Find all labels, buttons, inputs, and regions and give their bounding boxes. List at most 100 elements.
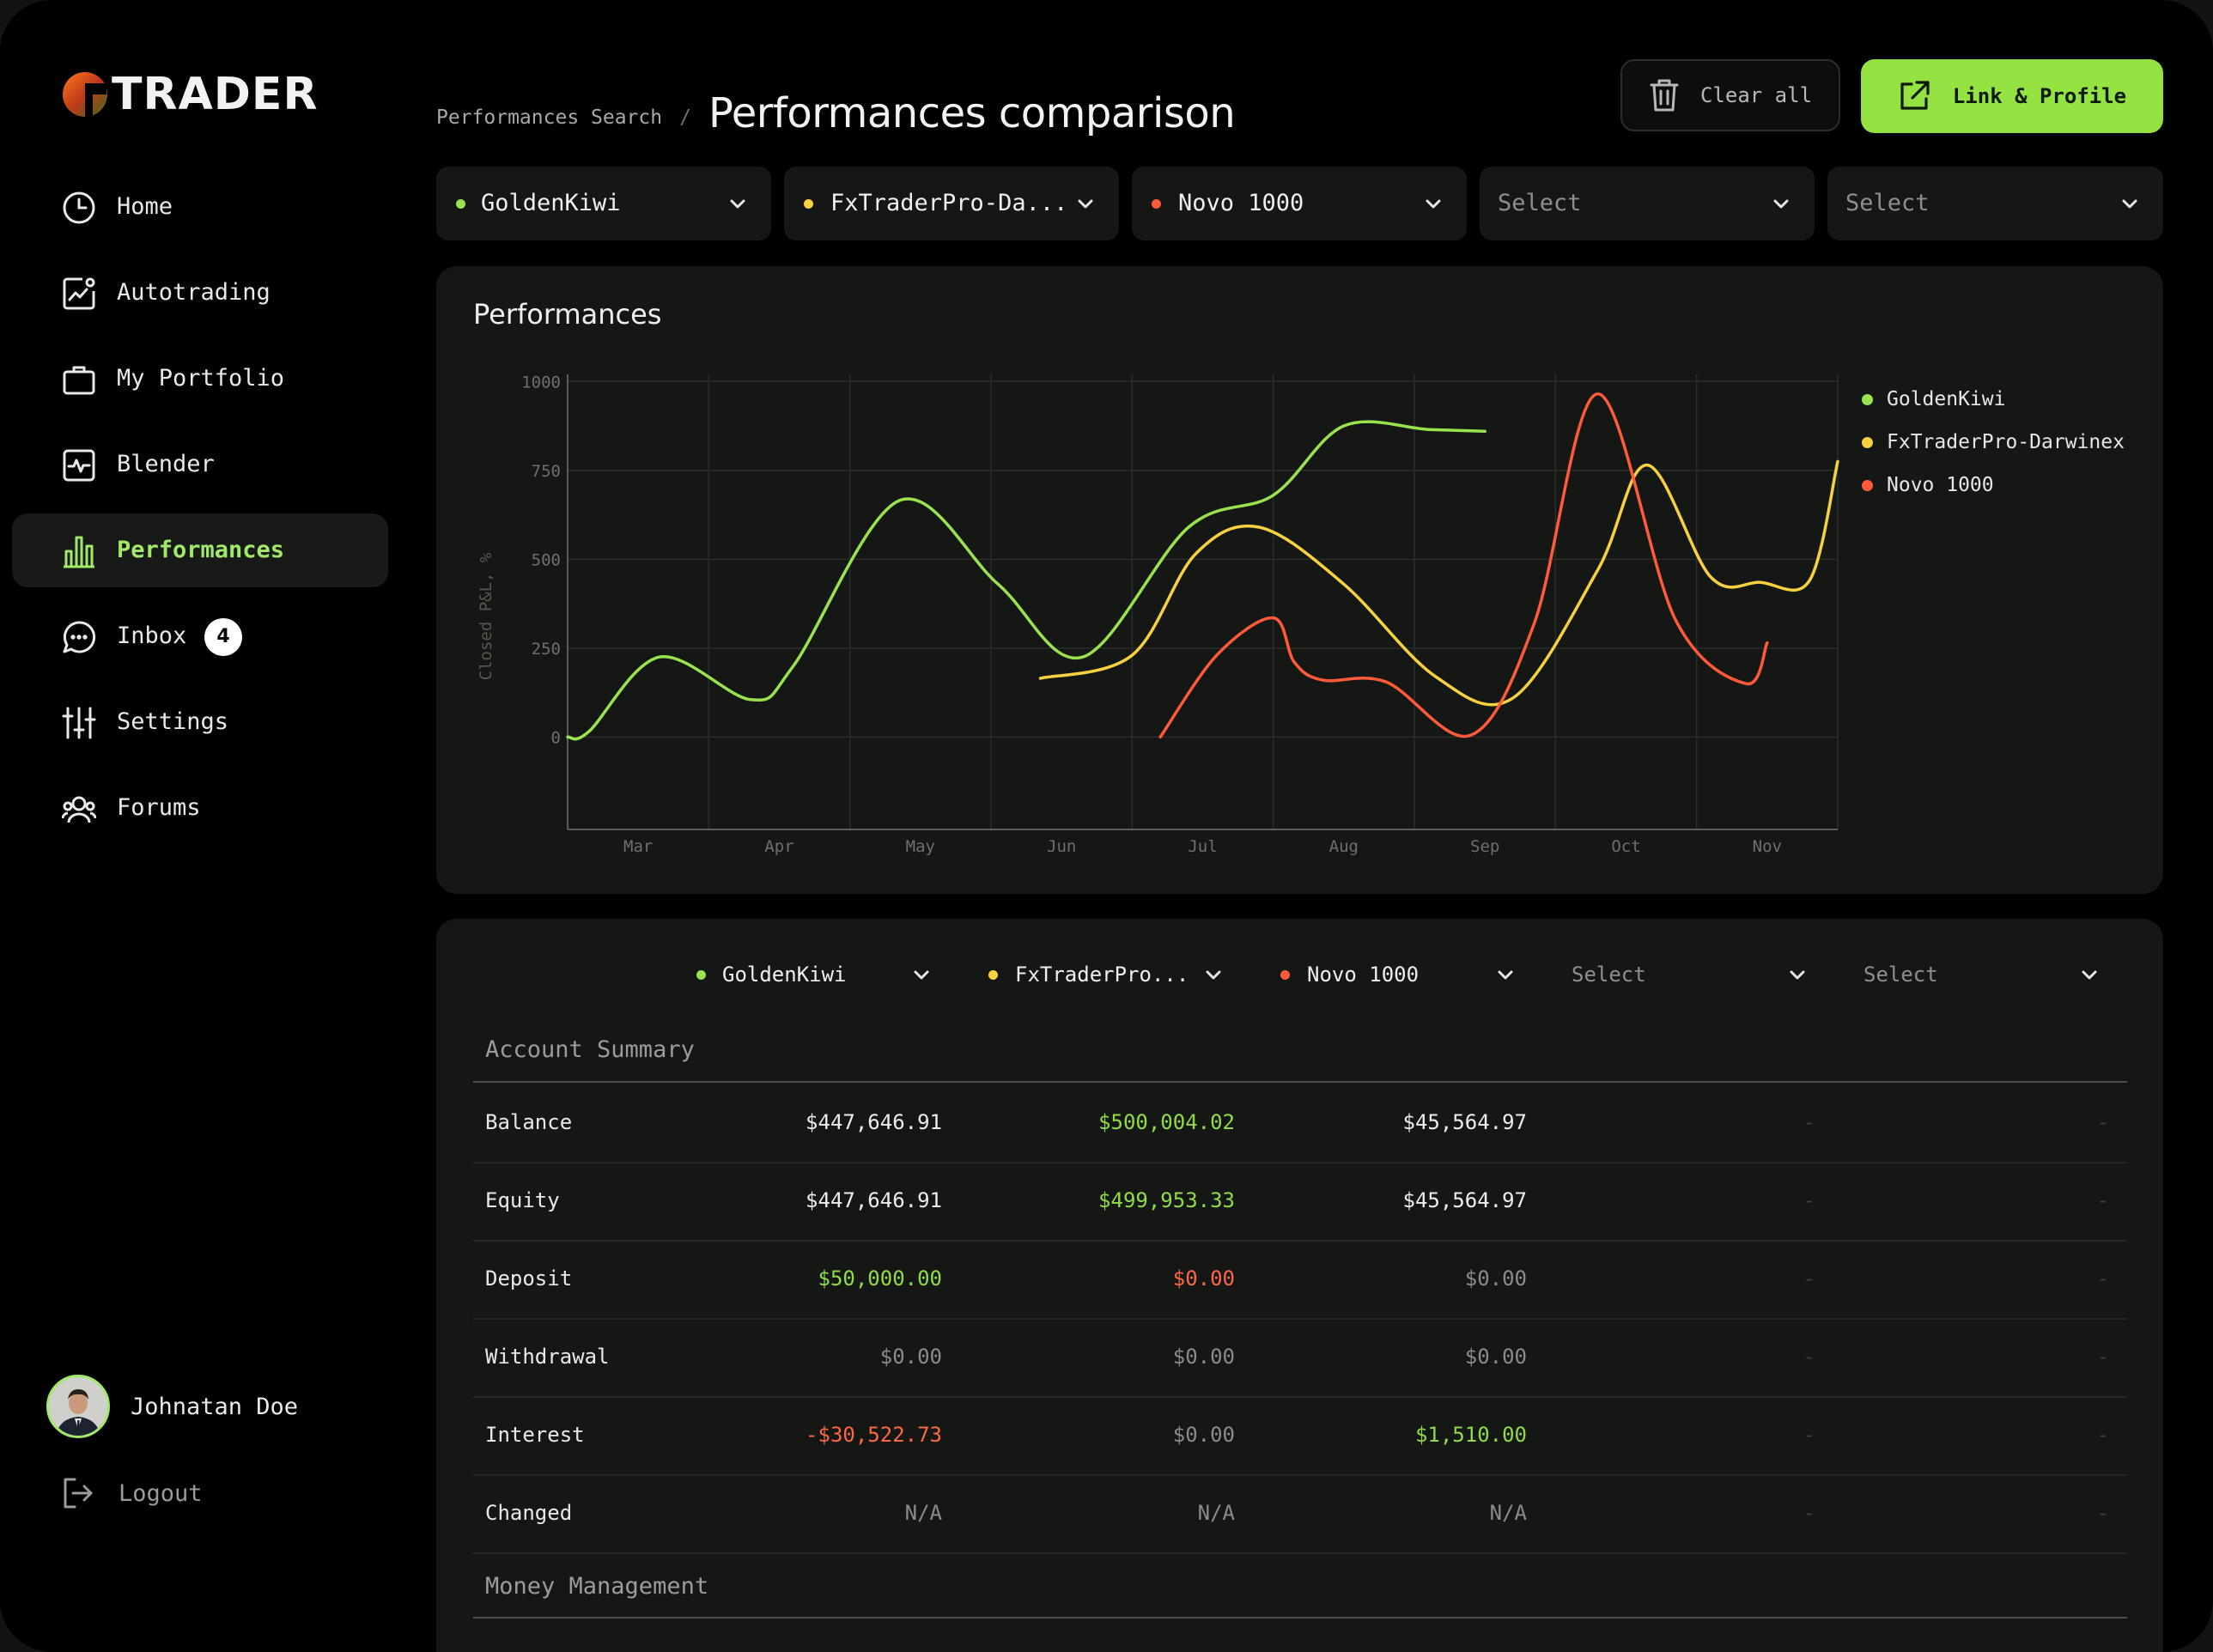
- row-label: Interest: [485, 1423, 585, 1447]
- chart-series: [566, 392, 1839, 741]
- logout-icon: [64, 1478, 93, 1509]
- row-label: Deposit: [485, 1266, 573, 1291]
- row-value: -: [2096, 1110, 2109, 1134]
- x-tick-label: Sep: [1470, 837, 1499, 856]
- x-tick-label: Mar: [623, 837, 653, 856]
- user-name: Johnatan Doe: [131, 1393, 299, 1420]
- row-value: $447,646.91: [806, 1110, 942, 1134]
- clock-icon: [63, 191, 95, 224]
- row-label: Changed: [485, 1501, 573, 1525]
- row-value: N/A: [1489, 1501, 1527, 1525]
- table-account-select-5[interactable]: Select: [1845, 943, 2125, 1006]
- sidebar-item-inbox[interactable]: Inbox 4: [12, 599, 388, 673]
- row-value: -: [1803, 1266, 1815, 1291]
- chevron-down-icon: [1206, 970, 1221, 980]
- chevron-down-icon: [1773, 199, 1789, 209]
- legend-color-dot: [1862, 393, 1873, 405]
- account-summary-panel: [436, 919, 2163, 1652]
- sidebar-item-home[interactable]: Home: [12, 170, 388, 244]
- series-color-dot: [988, 970, 998, 980]
- user-profile[interactable]: Johnatan Doe: [46, 1372, 298, 1441]
- section-divider: [473, 1617, 2127, 1619]
- chevron-down-icon: [1498, 970, 1513, 980]
- row-value: $1,510.00: [1414, 1423, 1527, 1447]
- sidebar-item-label: Blender: [117, 451, 215, 477]
- chart-frame-icon: [63, 277, 95, 310]
- row-value: -: [1803, 1188, 1815, 1212]
- chevron-down-icon: [730, 199, 745, 209]
- sidebar-item-settings[interactable]: Settings: [12, 685, 388, 759]
- chart-title: Performances: [473, 298, 662, 331]
- row-value: $50,000.00: [818, 1266, 943, 1291]
- account-select-4[interactable]: Select: [1480, 167, 1815, 240]
- chart-axes: 0 250 500 750 1000 Mar Apr May Jun Jul Aug Sep Oct No…: [477, 373, 1838, 856]
- y-tick-label: 0: [551, 728, 561, 747]
- row-value: $0.00: [1172, 1266, 1235, 1291]
- sidebar-item-label: Settings: [117, 708, 229, 735]
- row-value: $0.00: [1172, 1423, 1235, 1447]
- account-select-placeholder: Select: [1498, 190, 1582, 216]
- sidebar-item-blender[interactable]: Blender: [12, 428, 388, 501]
- series-line-2[interactable]: [1038, 459, 1839, 707]
- row-value: $0.00: [1464, 1345, 1527, 1369]
- link-profile-button[interactable]: Link & Profile: [1861, 59, 2163, 133]
- clear-all-label: Clear all: [1699, 83, 1813, 107]
- account-select-1[interactable]: GoldenKiwi: [436, 167, 771, 240]
- series-line-1[interactable]: [566, 420, 1486, 741]
- table-account-select-4[interactable]: Select: [1553, 943, 1833, 1006]
- users-icon: [62, 796, 96, 823]
- chevron-down-icon: [1426, 199, 1441, 209]
- external-link-icon: [1900, 81, 1930, 110]
- chevron-down-icon: [2122, 199, 2137, 209]
- legend-color-dot: [1862, 479, 1873, 491]
- series-color-dot: [696, 970, 706, 980]
- breadcrumb-separator: /: [679, 106, 691, 129]
- series-line-3[interactable]: [1158, 392, 1769, 739]
- row-value: $499,953.33: [1098, 1188, 1235, 1212]
- series-color-dot: [1152, 199, 1161, 209]
- y-tick-label: 1000: [521, 373, 561, 392]
- y-tick-label: 250: [532, 640, 561, 659]
- sidebar-item-my-portfolio[interactable]: My Portfolio: [12, 342, 388, 416]
- chevron-down-icon: [1790, 970, 1805, 980]
- table-account-select-2[interactable]: FxTraderPro...: [970, 943, 1249, 1006]
- bar-chart-icon: [64, 536, 94, 568]
- account-select-2[interactable]: FxTraderPro-Da...: [784, 167, 1119, 240]
- logout-label: Logout: [119, 1479, 203, 1507]
- chevron-down-icon: [914, 970, 929, 980]
- series-color-dot: [804, 199, 813, 209]
- briefcase-icon: [63, 366, 95, 395]
- sidebar-item-performances[interactable]: Performances: [12, 513, 388, 587]
- sidebar-item-autotrading[interactable]: Autotrading: [12, 256, 388, 330]
- account-select-5[interactable]: Select: [1827, 167, 2163, 240]
- legend-item-fxtraderpro[interactable]: FxTraderPro-Darwinex: [1862, 421, 2125, 464]
- sidebar-item-label: My Portfolio: [117, 365, 285, 392]
- table-account-select-1[interactable]: GoldenKiwi: [678, 943, 957, 1006]
- row-value: -: [2096, 1501, 2109, 1525]
- sliders-icon: [62, 707, 96, 739]
- table-row: Changed N/A N/A N/A - -: [473, 1474, 2127, 1554]
- chevron-down-icon: [2082, 970, 2097, 980]
- row-value: $45,564.97: [1402, 1110, 1528, 1134]
- clear-all-button[interactable]: Clear all: [1620, 59, 1840, 131]
- sidebar-item-label: Performances: [117, 537, 285, 563]
- logout-button[interactable]: Logout: [60, 1472, 203, 1515]
- sidebar-item-forums[interactable]: Forums: [12, 771, 388, 845]
- sidebar-item-label: Home: [117, 193, 173, 220]
- account-select-value: FxTraderPro...: [1015, 963, 1189, 987]
- legend-item-novo[interactable]: Novo 1000: [1862, 464, 2125, 507]
- table-row: Deposit $50,000.00 $0.00 $0.00 - -: [473, 1240, 2127, 1320]
- x-tick-label: Aug: [1329, 837, 1359, 856]
- logo[interactable]: TRADER: [60, 69, 318, 120]
- row-value: $500,004.02: [1098, 1110, 1235, 1134]
- account-select-placeholder: Select: [1572, 963, 1646, 987]
- row-value: -: [2096, 1345, 2109, 1369]
- breadcrumb-parent-link[interactable]: Performances Search: [436, 106, 663, 129]
- account-select-3[interactable]: Novo 1000: [1132, 167, 1467, 240]
- table-account-select-3[interactable]: Novo 1000: [1262, 943, 1541, 1006]
- legend-item-goldenkiwi[interactable]: GoldenKiwi: [1862, 378, 2125, 421]
- row-label: Equity: [485, 1188, 560, 1212]
- money-management-heading: Money Management: [485, 1573, 709, 1600]
